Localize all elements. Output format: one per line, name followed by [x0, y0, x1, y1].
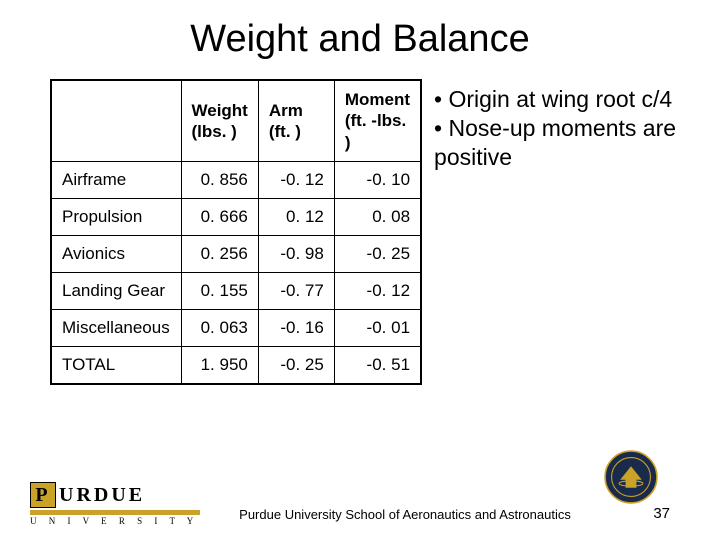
content-area: Weight (lbs. ) Arm (ft. ) Moment (ft. -l… [0, 61, 720, 385]
weight-balance-table-wrap: Weight (lbs. ) Arm (ft. ) Moment (ft. -l… [50, 79, 422, 385]
bullet-2: • Nose-up moments are positive [434, 114, 690, 172]
header-weight: Weight (lbs. ) [181, 80, 258, 161]
table-header-row: Weight (lbs. ) Arm (ft. ) Moment (ft. -l… [51, 80, 421, 161]
table-row: Propulsion0. 6660. 120. 08 [51, 198, 421, 235]
row-weight: 0. 666 [181, 198, 258, 235]
weight-balance-table: Weight (lbs. ) Arm (ft. ) Moment (ft. -l… [50, 79, 422, 385]
header-arm-l2: (ft. ) [269, 122, 301, 141]
row-moment: -0. 51 [334, 346, 421, 384]
row-arm: -0. 12 [258, 161, 334, 198]
bullet-list: • Origin at wing root c/4 • Nose-up mome… [434, 79, 690, 385]
header-moment: Moment (ft. -lbs. ) [334, 80, 421, 161]
row-weight: 0. 256 [181, 235, 258, 272]
row-arm: -0. 98 [258, 235, 334, 272]
slide-title: Weight and Balance [0, 0, 720, 61]
row-moment: -0. 10 [334, 161, 421, 198]
row-weight: 0. 856 [181, 161, 258, 198]
row-label: Propulsion [51, 198, 181, 235]
row-weight: 1. 950 [181, 346, 258, 384]
row-arm: -0. 25 [258, 346, 334, 384]
row-label: Airframe [51, 161, 181, 198]
row-weight: 0. 155 [181, 272, 258, 309]
table-row: Airframe0. 856-0. 12-0. 10 [51, 161, 421, 198]
row-moment: -0. 01 [334, 309, 421, 346]
row-arm: -0. 16 [258, 309, 334, 346]
row-label: TOTAL [51, 346, 181, 384]
header-moment-l1: Moment [345, 90, 410, 109]
table-row: Landing Gear0. 155-0. 77-0. 12 [51, 272, 421, 309]
purdue-logo: PURDUE U N I V E R S I T Y [30, 482, 200, 526]
table-row: TOTAL1. 950-0. 25-0. 51 [51, 346, 421, 384]
purdue-text: URDUE [59, 484, 145, 507]
row-arm: 0. 12 [258, 198, 334, 235]
header-weight-l2: (lbs. ) [192, 122, 237, 141]
purdue-subtext: U N I V E R S I T Y [30, 516, 198, 526]
table-row: Miscellaneous0. 063-0. 16-0. 01 [51, 309, 421, 346]
row-label: Miscellaneous [51, 309, 181, 346]
footer-caption: Purdue University School of Aeronautics … [200, 507, 610, 526]
header-arm-l1: Arm [269, 101, 303, 120]
header-empty [51, 80, 181, 161]
purdue-p-icon: P [30, 482, 56, 508]
slide-footer: PURDUE U N I V E R S I T Y Purdue Univer… [0, 482, 720, 526]
header-weight-l1: Weight [192, 101, 248, 120]
table-body: Airframe0. 856-0. 12-0. 10Propulsion0. 6… [51, 161, 421, 384]
row-moment: -0. 25 [334, 235, 421, 272]
purdue-wordmark: PURDUE [30, 482, 145, 508]
page-number: 37 [610, 505, 690, 526]
row-label: Avionics [51, 235, 181, 272]
row-label: Landing Gear [51, 272, 181, 309]
header-moment-l2: (ft. -lbs. ) [345, 111, 406, 151]
row-arm: -0. 77 [258, 272, 334, 309]
row-moment: -0. 12 [334, 272, 421, 309]
row-moment: 0. 08 [334, 198, 421, 235]
table-row: Avionics0. 256-0. 98-0. 25 [51, 235, 421, 272]
purdue-underline [30, 510, 200, 515]
header-arm: Arm (ft. ) [258, 80, 334, 161]
bullet-1: • Origin at wing root c/4 [434, 85, 690, 114]
row-weight: 0. 063 [181, 309, 258, 346]
